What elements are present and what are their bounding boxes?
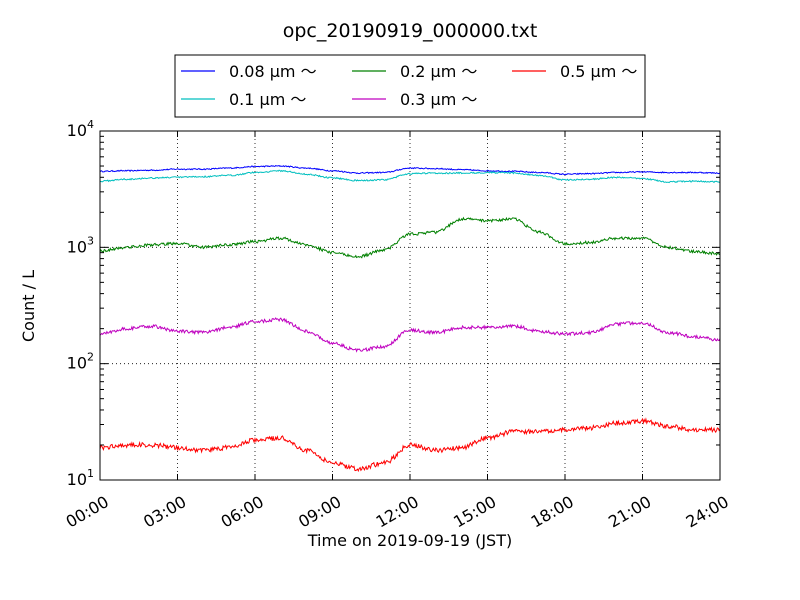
series-line xyxy=(99,216,721,259)
legend-frame xyxy=(174,54,646,118)
y-tick-labels: 101 102 103 104 xyxy=(67,118,94,489)
legend-label: 0.5 μm ～ xyxy=(560,62,637,81)
legend-item: 0.08 μm ～ xyxy=(181,62,317,81)
series-line xyxy=(99,417,721,473)
legend-label: 0.2 μm ～ xyxy=(400,62,477,81)
grid-lines xyxy=(100,131,720,480)
series-lines xyxy=(99,165,721,473)
series-line xyxy=(99,169,721,184)
legend-item: 0.3 μm ～ xyxy=(352,90,477,109)
x-axis-label: Time on 2019-09-19 (JST) xyxy=(307,531,512,550)
chart-title: opc_20190919_000000.txt xyxy=(283,20,538,42)
legend: 0.08 μm ～ 0.1 μm ～ 0.2 μm ～ 0.3 μm ～ 0.5 μm … xyxy=(174,54,646,118)
legend-item: 0.5 μm ～ xyxy=(512,62,637,81)
series-line xyxy=(99,165,721,176)
legend-label: 0.3 μm ～ xyxy=(400,90,477,109)
y-tick-label: 101 xyxy=(67,467,94,489)
series-line xyxy=(99,317,721,353)
y-axis-label: Count / L xyxy=(19,270,38,342)
legend-label: 0.1 μm ～ xyxy=(229,90,306,109)
y-tick-label: 102 xyxy=(67,351,94,373)
legend-items: 0.08 μm ～ 0.1 μm ～ 0.2 μm ～ 0.3 μm ～ 0.5 μm … xyxy=(181,62,637,109)
legend-item: 0.1 μm ～ xyxy=(181,90,306,109)
legend-label: 0.08 μm ～ xyxy=(229,62,317,81)
legend-item: 0.2 μm ～ xyxy=(352,62,477,81)
y-tick-label: 104 xyxy=(67,118,94,140)
y-tick-label: 103 xyxy=(67,234,94,256)
axis-ticks xyxy=(99,130,721,481)
